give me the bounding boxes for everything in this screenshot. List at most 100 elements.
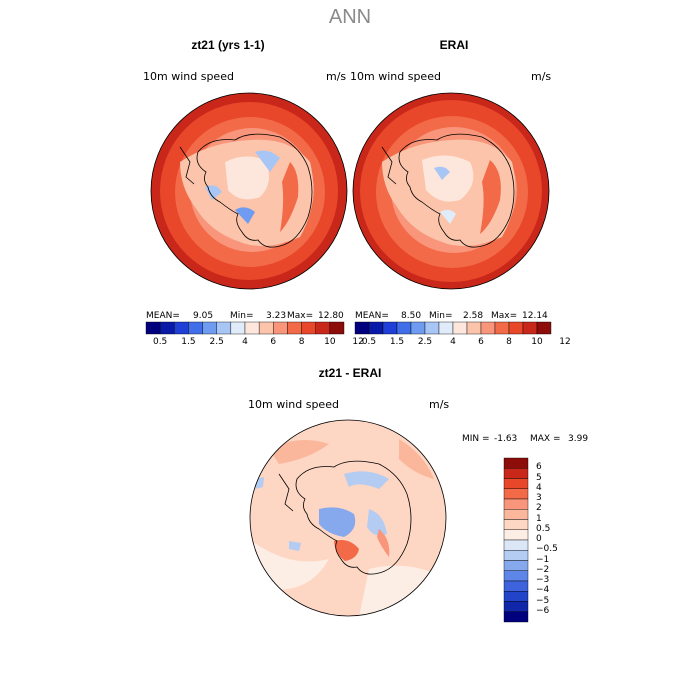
diff-colorbar-box <box>503 529 529 541</box>
panel-1-colorbar-box <box>301 321 316 335</box>
diff-colorbar-box <box>503 478 529 489</box>
panel-1-colorbar-box <box>145 321 161 335</box>
panel-1-colorbar-box <box>230 321 246 335</box>
diff-colorbar-tick-label: −2 <box>536 564 550 575</box>
diff-colorbar-box <box>503 519 529 530</box>
diff-map <box>249 419 447 617</box>
diff-colorbar-box <box>503 468 529 479</box>
panel-1-colorbar-tick-label: 8 <box>298 337 305 347</box>
diff-min-label: MIN = <box>462 434 490 444</box>
panel-1-colorbar-tick-label: 4 <box>242 337 248 347</box>
diff-colorbar-box <box>503 570 529 582</box>
diff-colorbar-tick-label: −4 <box>536 585 550 596</box>
diff-colorbar-tick-label: 2 <box>536 503 542 514</box>
panel-2-colorbar-box <box>382 321 398 335</box>
panel-1-map <box>150 92 348 290</box>
panel-1-colorbar-tick-label: 6 <box>270 337 277 347</box>
panel-1-colorbar-box <box>202 321 217 335</box>
diff-colorbar-tick-label: −1 <box>536 554 550 565</box>
panel-1-min-label: Min= <box>230 311 254 321</box>
panel-2-colorbar-box <box>368 321 384 335</box>
panel-1-colorbar-box <box>273 321 288 335</box>
panel-1-min-value: 3.23 <box>266 311 287 321</box>
diff-colorbar-tick-label: 4 <box>536 482 542 493</box>
diff-colorbar-tick-label: −3 <box>536 575 550 585</box>
diff-max-label: MAX = <box>530 434 561 444</box>
panel-1-mean-label: MEAN= <box>146 311 180 321</box>
panel-2-colorbar-tick-label: 0.5 <box>361 337 377 347</box>
diff-min-value: -1.63 <box>494 434 518 444</box>
panel-2-mean-label: MEAN= <box>355 311 389 321</box>
panel-1-units: m/s <box>326 70 347 83</box>
diff-colorbar-tick-label: 0.5 <box>536 523 551 534</box>
panel-2-units: m/s <box>531 70 552 83</box>
diff-title: zt21 - ERAI <box>318 366 382 380</box>
panel-2-colorbar-box <box>480 321 496 335</box>
panel-2-colorbar-box <box>522 321 538 335</box>
diff-colorbar-box <box>503 457 529 469</box>
panel-2-colorbar-box <box>536 321 552 335</box>
diff-colorbar-box <box>503 611 529 623</box>
panel-2-colorbar-box <box>424 321 440 335</box>
figure-title: ANN <box>328 6 372 28</box>
diff-colorbar-tick-label: 1 <box>536 513 542 524</box>
panel-2-colorbar-box <box>494 321 510 335</box>
diff-colorbar-box <box>503 591 529 602</box>
panel-2-max-value: 12.14 <box>522 311 548 321</box>
panel-2-colorbar-box <box>396 321 412 335</box>
panel-1-colorbar <box>145 321 345 335</box>
panel-2-map <box>352 92 550 290</box>
diff-colorbar-box <box>503 498 529 510</box>
diff-colorbar-box <box>503 509 529 520</box>
panel-1-variable: 10m wind speed <box>143 70 234 83</box>
panel-2-max-label: Max= <box>491 311 518 321</box>
panel-1-title: zt21 (yrs 1-1) <box>191 38 265 52</box>
panel-2-colorbar <box>354 321 552 335</box>
diff-colorbar-tick-label: 6 <box>536 462 542 473</box>
diff-colorbar-box <box>503 539 529 551</box>
panel-2-colorbar-tick-label: 4 <box>450 337 456 347</box>
panel-2-colorbar-box <box>438 321 454 335</box>
panel-1-max-value: 12.80 <box>318 311 344 321</box>
panel-1-colorbar-box <box>244 321 260 335</box>
diff-colorbar-tick-label: −0.5 <box>536 544 558 555</box>
panel-2-colorbar-tick-label: 2.5 <box>417 337 433 347</box>
panel-1-colorbar-tick-label: 10 <box>324 337 336 347</box>
panel-2-min-value: 2.58 <box>463 311 484 321</box>
panel-2-title: ERAI <box>439 38 469 52</box>
panel-1-colorbar-box <box>216 321 232 335</box>
panel-2-colorbar-box <box>452 321 468 335</box>
panel-2-colorbar-box <box>410 321 426 335</box>
panel-1-colorbar-box <box>258 321 274 335</box>
panel-1-colorbar-box <box>188 321 203 335</box>
panel-2-colorbar-tick-label: 8 <box>506 337 512 347</box>
panel-1-colorbar-tick-label: 0.5 <box>152 337 168 347</box>
diff-colorbar-tick-label: 0 <box>536 534 542 544</box>
diff-colorbar-tick-label: 3 <box>536 493 542 503</box>
panel-2-colorbar-tick-label: 6 <box>478 337 484 347</box>
panel-1-colorbar-tick-label: 1.5 <box>181 337 196 347</box>
panel-1-mean-value: 9.05 <box>193 311 214 321</box>
panel-1-max-label: Max= <box>287 311 314 321</box>
diff-colorbar-box <box>503 580 529 592</box>
panel-2-variable: 10m wind speed <box>350 70 441 83</box>
diff-colorbar-box <box>503 488 529 500</box>
diff-colorbar-box <box>503 550 529 561</box>
panel-2-min-label: Min= <box>429 311 453 321</box>
panel-2-colorbar-box <box>354 321 370 335</box>
panel-2-mean-value: 8.50 <box>401 311 422 321</box>
diff-colorbar-tick-label: −6 <box>536 605 550 616</box>
diff-colorbar-tick-label: −5 <box>536 595 550 606</box>
diff-colorbar-box <box>503 601 529 612</box>
panel-1-colorbar-box <box>159 321 175 335</box>
diff-variable: 10m wind speed <box>248 398 339 411</box>
panel-1-colorbar-tick-label: 2.5 <box>209 337 224 347</box>
panel-1-colorbar-box <box>329 321 345 335</box>
panel-2-colorbar-tick-label: 10 <box>531 337 543 347</box>
panel-2-colorbar-tick-label: 12 <box>559 337 571 347</box>
panel-2-colorbar-box <box>508 321 524 335</box>
panel-1-colorbar-tick-label: 12 <box>352 337 364 347</box>
diff-colorbar-box <box>503 560 529 571</box>
panel-1-colorbar-box <box>315 321 331 335</box>
diff-colorbar-tick-label: 5 <box>536 472 542 483</box>
